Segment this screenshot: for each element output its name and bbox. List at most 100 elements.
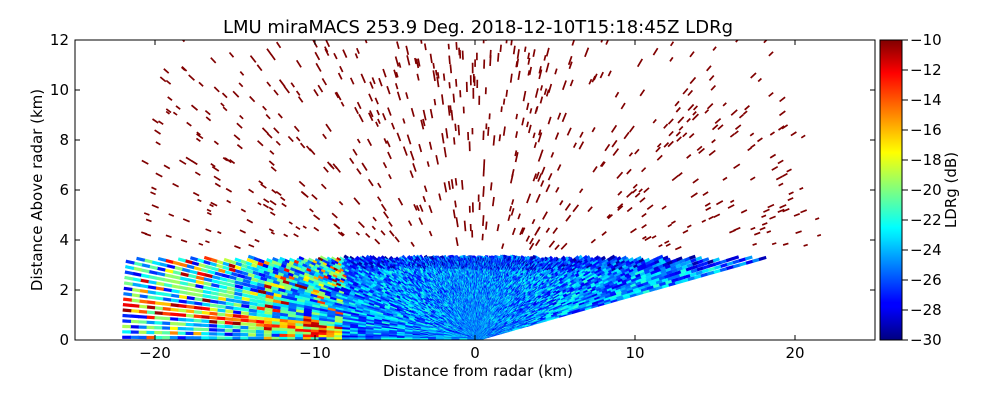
ldr-sparse-return <box>568 128 572 136</box>
ldr-sparse-return <box>269 207 273 210</box>
ldr-sparse-return <box>536 88 538 97</box>
ldr-sparse-return <box>399 63 400 68</box>
ldr-sparse-return <box>408 135 411 145</box>
ldr-sparse-return <box>164 69 169 73</box>
ldr-sparse-return <box>591 239 595 243</box>
ldr-sparse-return <box>677 137 682 141</box>
ldr-sparse-return <box>341 102 343 106</box>
ldr-sparse-return <box>388 108 391 116</box>
ldr-sparse-return <box>801 135 805 138</box>
ldr-sparse-return <box>580 189 583 193</box>
ldr-sparse-return <box>142 161 149 165</box>
ldr-sparse-return <box>687 119 690 123</box>
ldr-sparse-return <box>358 139 360 143</box>
ldr-dense-gate <box>675 262 681 264</box>
ldr-dense-gate <box>709 268 716 270</box>
ldr-sparse-return <box>206 117 210 121</box>
ldr-sparse-return <box>675 101 679 106</box>
ldr-sparse-return <box>454 210 455 219</box>
ldr-sparse-return <box>744 111 748 114</box>
ldr-sparse-return <box>672 176 678 181</box>
ldr-sparse-return <box>455 124 456 131</box>
ldr-dense-gate <box>680 273 687 275</box>
ldr-sparse-return <box>410 171 413 178</box>
ldr-sparse-return <box>407 55 409 65</box>
ldr-dense-gate <box>740 263 747 265</box>
ldr-sparse-return <box>173 184 179 187</box>
ldr-sparse-return <box>563 81 566 90</box>
ldr-dense-gate <box>759 257 766 259</box>
ldr-sparse-return <box>343 50 347 58</box>
ldr-sparse-return <box>713 125 718 130</box>
ldr-sparse-return <box>512 169 514 177</box>
ldr-sparse-return <box>788 198 793 200</box>
ldr-sparse-return <box>547 90 549 97</box>
ldr-sparse-return <box>282 203 287 206</box>
ldr-sparse-return <box>153 119 159 123</box>
ldr-sparse-return <box>334 53 337 59</box>
ldr-sparse-return <box>301 143 305 148</box>
ldr-sparse-return <box>378 119 380 124</box>
ldr-sparse-return <box>389 174 391 179</box>
ldr-dense-gate <box>691 270 698 272</box>
ldr-sparse-return <box>532 219 534 224</box>
ldr-sparse-return <box>750 177 755 180</box>
ldr-sparse-return <box>780 205 787 208</box>
ldr-sparse-return <box>671 221 675 223</box>
ldr-sparse-return <box>524 91 526 101</box>
ldr-dense-gate <box>690 274 697 276</box>
ldr-sparse-return <box>653 119 656 123</box>
ldr-sparse-return <box>800 188 804 190</box>
ldr-sparse-return <box>535 142 537 148</box>
ldr-sparse-return <box>372 226 375 229</box>
ldr-sparse-return <box>291 83 294 87</box>
ldr-dense-gate <box>584 256 587 258</box>
ldr-sparse-return <box>669 119 674 124</box>
ldr-sparse-return <box>613 149 618 156</box>
ldr-sparse-return <box>633 184 637 188</box>
ldr-dense-gate <box>701 274 708 276</box>
ldr-sparse-return <box>662 206 666 209</box>
ldr-sparse-return <box>419 218 422 225</box>
ldr-sparse-return <box>683 230 688 233</box>
ldr-sparse-return <box>284 234 288 236</box>
ldr-sparse-return <box>483 186 484 197</box>
ldr-sparse-return <box>484 159 485 169</box>
ldr-dense-gate <box>667 271 673 273</box>
ldr-sparse-return <box>549 84 552 93</box>
ldr-dense-gate <box>685 258 691 260</box>
ldr-sparse-return <box>527 194 531 203</box>
ldr-sparse-return <box>510 206 511 211</box>
ldr-sparse-return <box>417 74 419 81</box>
ldr-sparse-return <box>758 138 763 141</box>
ldr-sparse-return <box>312 195 317 200</box>
ldr-sparse-return <box>740 115 744 118</box>
ldr-sparse-return <box>536 194 540 202</box>
ldr-sparse-return <box>351 78 354 85</box>
ldr-sparse-return <box>525 47 526 52</box>
ldr-sparse-return <box>687 155 691 159</box>
ldr-sparse-return <box>239 83 243 87</box>
ldr-sparse-return <box>270 201 276 205</box>
ldr-sparse-return <box>735 131 739 134</box>
ldr-dense-gate <box>739 259 746 261</box>
ldr-sparse-return <box>635 149 639 154</box>
ldr-sparse-return <box>729 230 735 233</box>
ldr-sparse-return <box>741 210 747 213</box>
ldr-sparse-return <box>266 115 270 119</box>
ldr-sparse-return <box>412 108 414 117</box>
ldr-sparse-return <box>276 141 280 145</box>
ldr-sparse-return <box>218 232 222 234</box>
ldr-dense-gate <box>753 259 760 261</box>
ldr-sparse-return <box>326 40 329 46</box>
ldr-sparse-return <box>702 220 706 222</box>
ldr-sparse-return <box>370 82 373 89</box>
ldr-sparse-return <box>579 142 583 150</box>
ldr-sparse-return <box>780 111 786 115</box>
ldr-sparse-return <box>357 169 361 175</box>
ldr-sparse-return <box>183 219 189 222</box>
ldr-sparse-return <box>498 53 499 62</box>
ldr-sparse-return <box>640 90 644 96</box>
ldr-sparse-return <box>387 86 390 94</box>
